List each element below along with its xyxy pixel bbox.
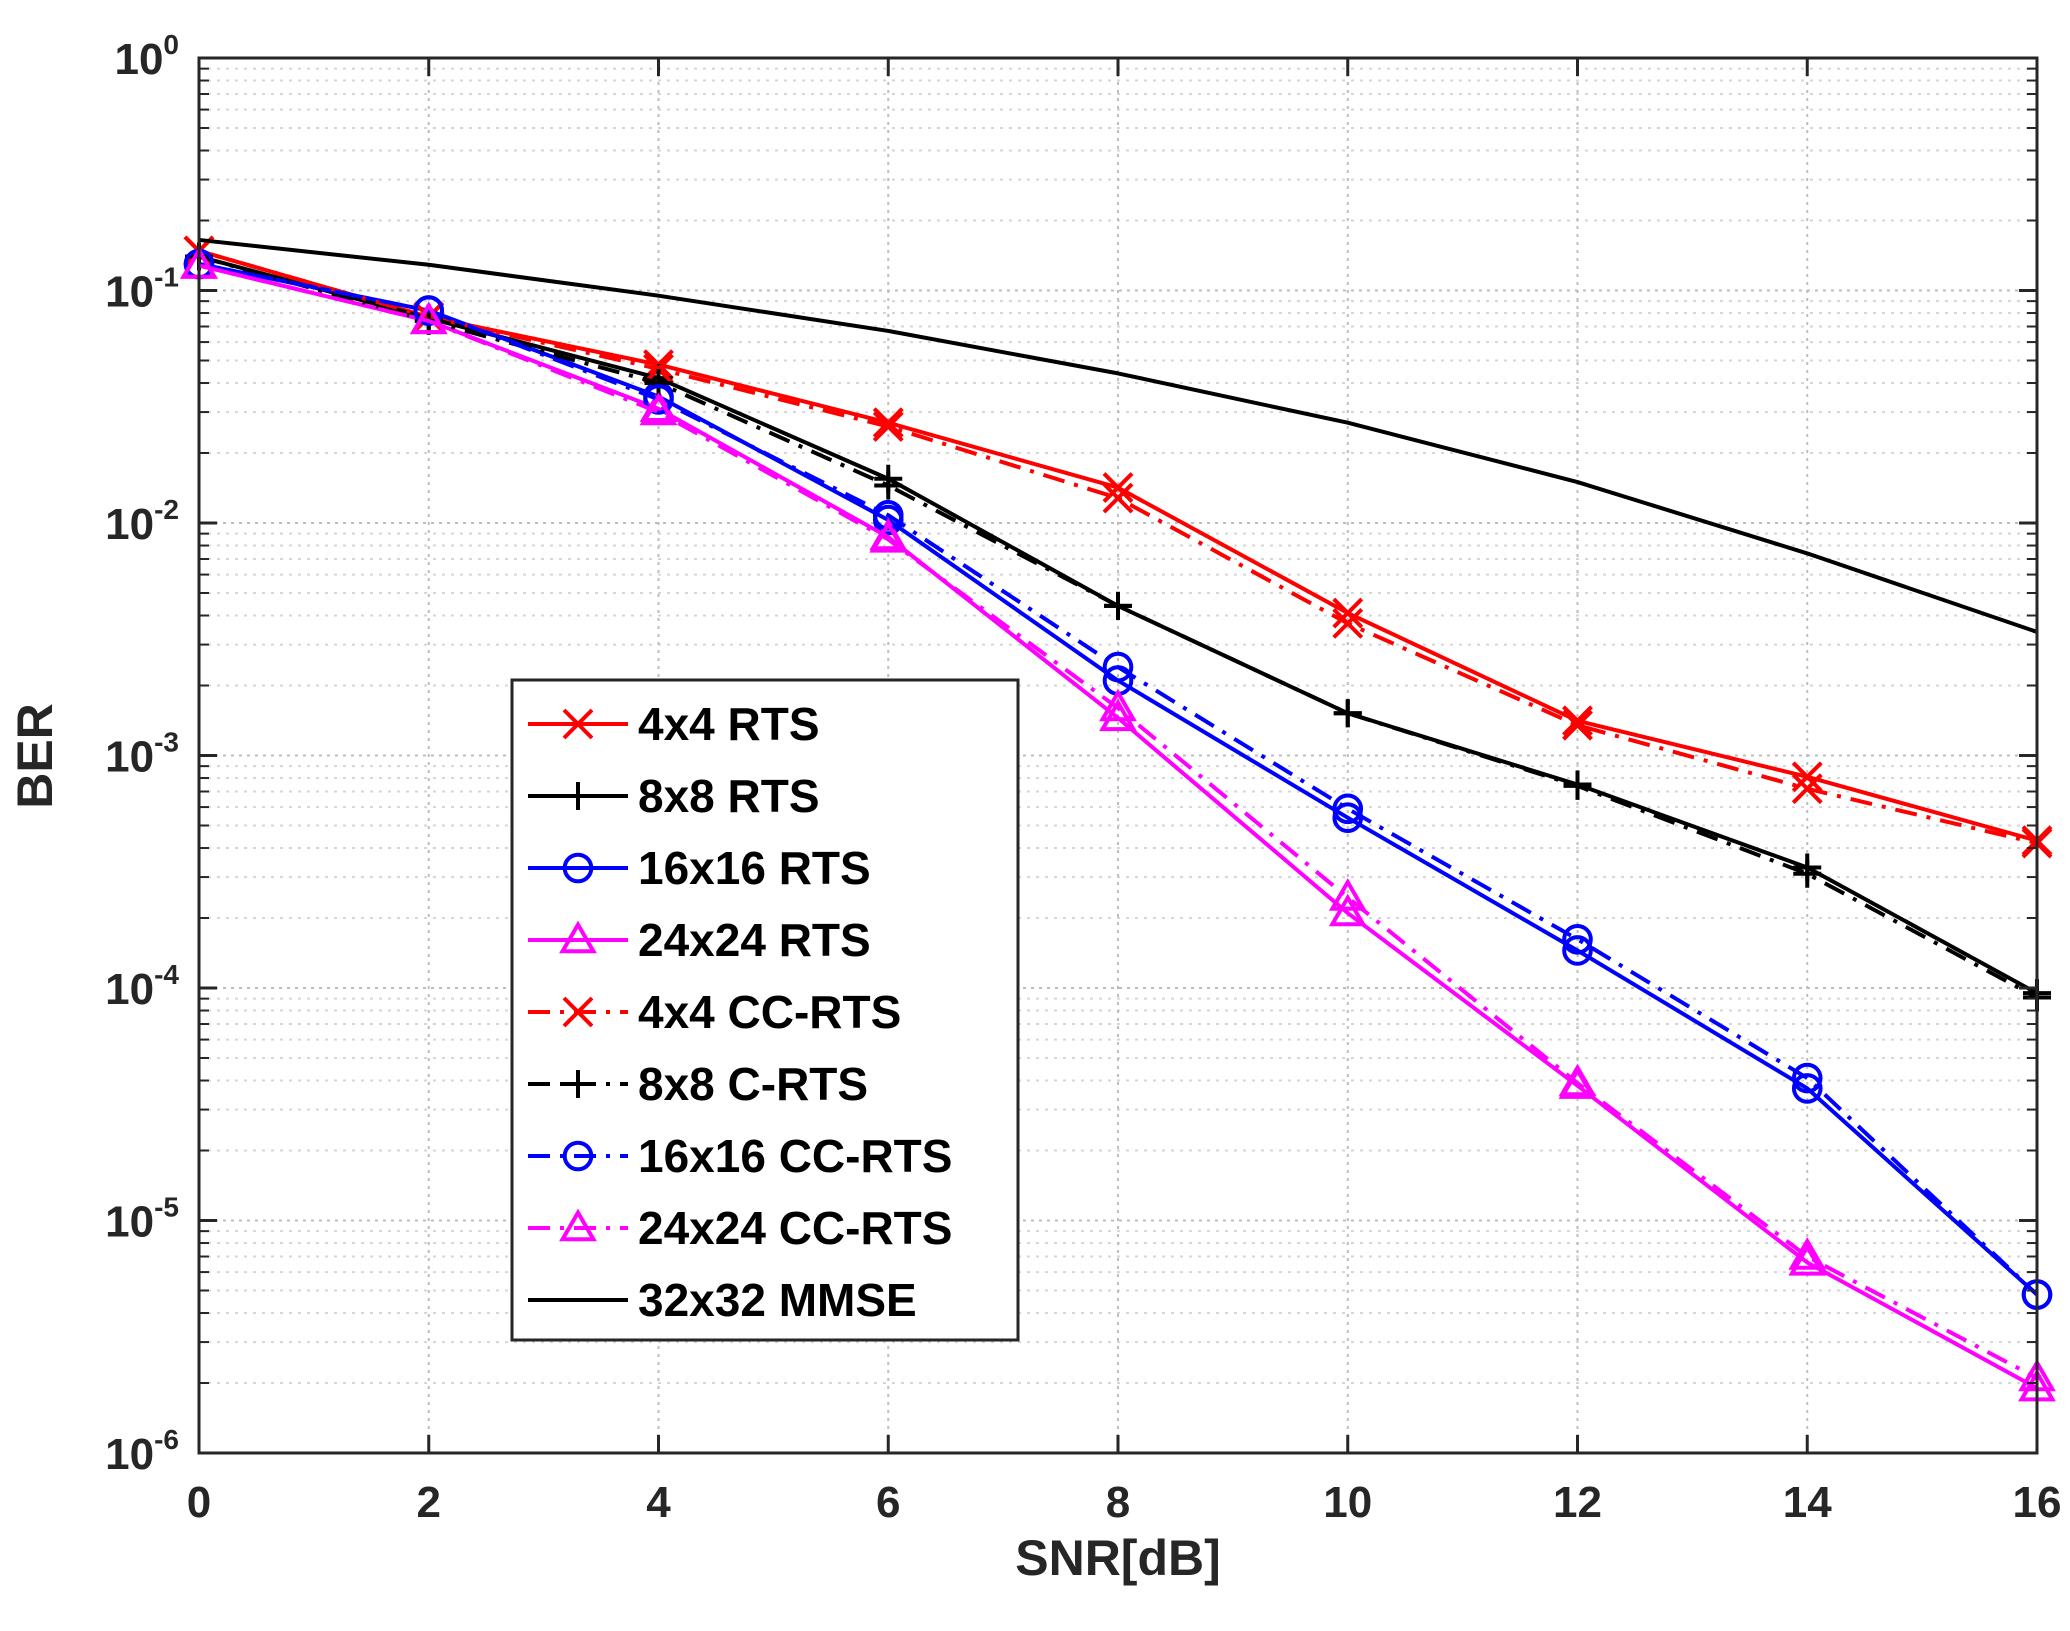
marker-triangle xyxy=(639,392,678,426)
y-tick-base: 10 xyxy=(105,1430,154,1479)
x-tick-label: 10 xyxy=(1323,1478,1372,1527)
series-line xyxy=(198,263,2038,1380)
marker-circle xyxy=(1562,935,1593,966)
y-tick-base: 10 xyxy=(105,733,154,782)
y-tick-base: 10 xyxy=(105,1198,154,1247)
marker-x xyxy=(1332,597,1364,629)
marker-plus xyxy=(1333,699,1362,728)
marker-plus xyxy=(1563,771,1592,800)
y-tick-exponent: -1 xyxy=(154,262,179,293)
x-tick-label: 14 xyxy=(1783,1478,1832,1527)
y-tick-label: 10-6 xyxy=(105,1424,179,1479)
x-tick-labels: 0 2 4 6 8 10 12 14 16 xyxy=(187,1478,2062,1527)
marker-x xyxy=(1791,761,1823,793)
series-line xyxy=(198,262,2039,1297)
legend-box xyxy=(510,678,1020,1342)
marker-triangle xyxy=(1328,878,1367,911)
legend-label: 4x4 CC-RTS xyxy=(638,986,901,1038)
y-tick-base: 10 xyxy=(105,965,154,1014)
marker-circle xyxy=(1332,793,1364,825)
marker-x xyxy=(1562,709,1593,741)
marker-x xyxy=(872,411,904,442)
marker-circle xyxy=(872,499,904,531)
x-tick-label: 8 xyxy=(1106,1478,1130,1527)
marker-circle xyxy=(1791,1073,1823,1104)
series-24x24-cc-rts xyxy=(180,246,2056,1392)
marker-circle xyxy=(1562,923,1593,955)
legend-label: 24x24 RTS xyxy=(638,914,871,966)
y-tick-exponent: 0 xyxy=(163,29,179,60)
y-tick-label: 100 xyxy=(114,29,179,84)
marker-plus xyxy=(564,782,592,810)
marker-plus xyxy=(1793,859,1822,888)
marker-triangle xyxy=(1558,1063,1597,1097)
marker-triangle xyxy=(559,920,597,954)
y-tick-exponent: -2 xyxy=(154,494,179,525)
marker-x xyxy=(1562,705,1593,737)
legend-label: 16x16 RTS xyxy=(638,842,871,894)
x-tick-label: 0 xyxy=(187,1478,211,1527)
y-tick-base: 10 xyxy=(105,268,154,317)
marker-x xyxy=(562,708,594,740)
y-tick-exponent: -6 xyxy=(154,1424,179,1455)
x-axis-title: SNR[dB] xyxy=(1015,1530,1221,1586)
marker-circle xyxy=(413,295,445,326)
marker-triangle xyxy=(409,301,448,335)
series-line xyxy=(198,237,2038,634)
legend-label: 24x24 CC-RTS xyxy=(638,1202,952,1254)
marker-circle xyxy=(562,1140,594,1172)
marker-triangle xyxy=(1099,698,1137,732)
series-32x32-mmse xyxy=(198,237,2038,634)
marker-x xyxy=(872,407,904,439)
marker-circle xyxy=(643,384,674,415)
marker-x xyxy=(1102,482,1134,514)
marker-triangle xyxy=(559,1208,597,1242)
y-tick-exponent: -5 xyxy=(154,1192,179,1223)
y-tick-label: 10-4 xyxy=(105,959,179,1014)
legend-label: 4x4 RTS xyxy=(638,698,820,750)
marker-circle xyxy=(1102,651,1134,683)
series-4x4-cc-rts xyxy=(183,235,2053,859)
y-axis-title: BER xyxy=(7,703,63,809)
marker-triangle xyxy=(869,520,908,553)
marker-triangle xyxy=(1099,688,1137,722)
x-tick-label: 2 xyxy=(417,1478,441,1527)
marker-circle xyxy=(1791,1062,1823,1094)
marker-plus xyxy=(1104,591,1132,620)
y-tick-base: 10 xyxy=(105,500,154,549)
y-tick-label: 10-3 xyxy=(105,727,179,782)
marker-x xyxy=(1102,472,1134,504)
y-tick-label: 10-1 xyxy=(105,262,179,317)
marker-triangle xyxy=(1328,893,1367,927)
marker-x xyxy=(1791,773,1823,805)
y-tick-exponent: -3 xyxy=(154,727,179,758)
legend-label: 32x32 MMSE xyxy=(638,1274,917,1326)
legend: 4x4 RTS 8x8 RTS 16x16 RTS 24x24 RTS 4x4 CC-R… xyxy=(510,678,1020,1342)
marker-x xyxy=(562,996,594,1028)
marker-x xyxy=(643,353,674,385)
marker-x xyxy=(1332,607,1364,639)
marker-triangle xyxy=(1788,1237,1827,1270)
legend-label: 8x8 C-RTS xyxy=(638,1058,868,1110)
x-tick-label: 4 xyxy=(646,1478,671,1527)
legend-label: 8x8 RTS xyxy=(638,770,820,822)
series-layer xyxy=(180,235,2056,1402)
marker-plus xyxy=(644,369,673,398)
y-tick-base: 10 xyxy=(114,35,163,84)
axis-ticks xyxy=(197,56,2039,1455)
minor-grid xyxy=(199,67,2037,1385)
marker-circle xyxy=(562,852,594,884)
y-tick-label: 10-5 xyxy=(105,1192,179,1247)
x-tick-label: 6 xyxy=(876,1478,900,1527)
x-tick-label: 16 xyxy=(2013,1478,2062,1527)
y-tick-label: 10-2 xyxy=(105,494,179,549)
legend-label: 16x16 CC-RTS xyxy=(638,1130,952,1182)
x-tick-label: 12 xyxy=(1553,1478,1602,1527)
marker-plus xyxy=(874,471,903,500)
y-tick-exponent: -4 xyxy=(154,959,179,990)
marker-plus xyxy=(564,1070,592,1098)
